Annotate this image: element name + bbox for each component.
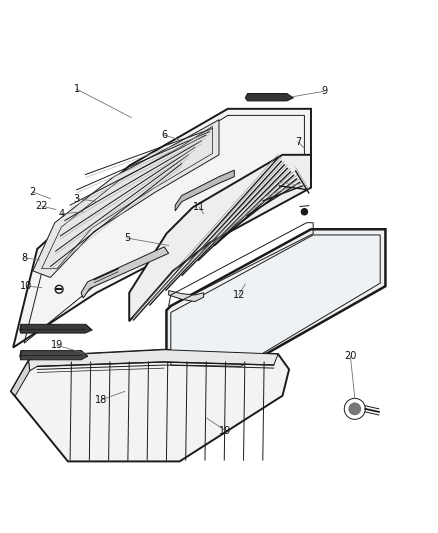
Polygon shape — [28, 350, 278, 371]
Polygon shape — [33, 120, 219, 278]
Polygon shape — [175, 170, 234, 211]
Polygon shape — [13, 109, 311, 348]
Circle shape — [301, 209, 307, 215]
Text: 19: 19 — [219, 426, 232, 436]
Polygon shape — [20, 351, 88, 360]
Text: 10: 10 — [20, 281, 32, 291]
Text: 19: 19 — [51, 341, 63, 350]
Text: 20: 20 — [344, 351, 357, 361]
Polygon shape — [11, 361, 30, 395]
Polygon shape — [169, 290, 204, 302]
Text: 1: 1 — [74, 84, 80, 94]
Text: 12: 12 — [233, 290, 245, 300]
Polygon shape — [11, 350, 289, 462]
Text: 11: 11 — [193, 203, 205, 212]
Polygon shape — [20, 324, 92, 333]
Text: 2: 2 — [30, 187, 36, 197]
Polygon shape — [81, 247, 169, 298]
Text: 4: 4 — [58, 209, 64, 219]
Text: 8: 8 — [21, 253, 27, 263]
Text: 7: 7 — [295, 136, 301, 147]
Polygon shape — [129, 155, 311, 321]
Polygon shape — [171, 235, 380, 366]
Text: 18: 18 — [95, 395, 107, 405]
Polygon shape — [166, 229, 385, 369]
Polygon shape — [245, 93, 293, 101]
Text: 5: 5 — [124, 233, 130, 243]
Text: 9: 9 — [321, 86, 327, 96]
Text: 22: 22 — [35, 201, 48, 211]
Circle shape — [349, 403, 360, 415]
Text: 6: 6 — [161, 130, 167, 140]
Text: 3: 3 — [74, 193, 80, 204]
